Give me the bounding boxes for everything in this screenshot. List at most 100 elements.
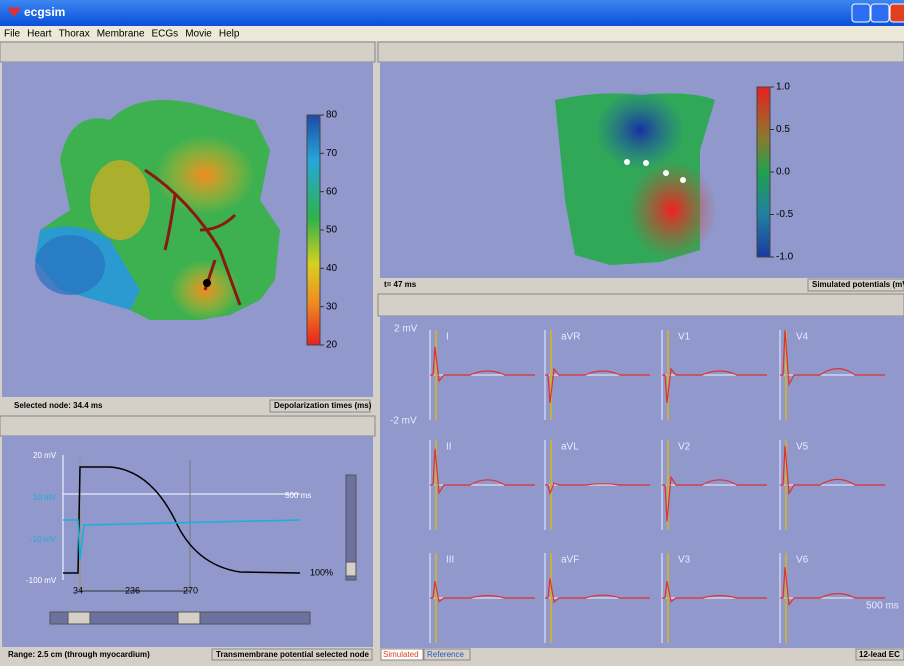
status-field [269,399,371,413]
colorbar [306,114,321,346]
menu-background [0,26,904,41]
lead-label: aVR [561,332,580,343]
lead-label: V3 [678,555,691,566]
menu-item[interactable]: Heart [27,29,52,40]
heart-region [155,135,255,215]
maximize-button[interactable] [870,3,890,23]
status-text: Range: 2.5 cm (through myocardium) [8,650,150,659]
lead-label: II [446,442,452,453]
window-title: ecgsim [24,5,65,19]
scale-label: -2 mV [390,416,417,427]
status-text: t= 47 ms [384,280,417,289]
tab-label[interactable]: Reference [427,650,464,659]
ecg-trace [545,482,650,496]
negative-region [595,90,685,170]
percent-label: 100% [310,567,333,577]
status-field [211,648,373,661]
ecg-trace [662,367,767,404]
ecg-view [380,316,904,648]
minimize-button[interactable] [851,3,871,23]
ecg-trace [430,581,535,603]
marker-label: 236 [125,585,140,595]
status-bar [380,648,904,661]
scale-label: 2 mV [394,324,418,335]
status-bar [2,398,373,414]
colorbar-label: 50 [326,225,338,236]
lead-label: aVF [561,555,579,566]
electrode [680,177,686,183]
heart-region [35,235,105,295]
menu-item[interactable]: ECGs [152,29,179,40]
potential-curve [63,466,301,574]
colorbar [756,86,771,258]
ecg-trace [780,567,885,607]
positive-region [627,160,717,260]
lead-label: V2 [678,442,691,453]
colorbar-label: 30 [326,301,338,312]
lead-label: aVL [561,442,579,453]
slider-thumb[interactable] [67,611,91,625]
menu-item[interactable]: Thorax [59,29,90,40]
colorbar-label: -0.5 [776,209,794,220]
menu-item[interactable]: File [4,29,21,40]
lead-label: I [446,332,449,343]
status-text: Depolarization times (ms) [274,401,372,410]
ecg-trace [662,475,767,522]
colorbar-label: 0.0 [776,167,790,178]
lead-label: V4 [796,332,809,343]
marker-label: 270 [183,585,198,595]
heart-region [90,160,150,240]
axis-label: -10 mV [30,535,56,544]
status-text: Transmembrane potential selected node [216,650,369,659]
torso-toolbar [377,41,904,63]
axis-label: 10 mV [33,493,57,502]
menu-bar: File Heart Thorax Membrane ECGs Movie Help [0,26,904,41]
lead-label: III [446,555,454,566]
lead-label: V1 [678,332,691,343]
colorbar-label: 20 [326,340,338,351]
potential-toolbar [0,415,376,437]
ecg-trace [430,346,535,383]
menu-item[interactable]: Membrane [97,29,145,40]
axis-label: 500 ms [285,491,311,500]
colorbar-label: 1.0 [776,82,790,93]
lead-label: V5 [796,442,809,453]
ecg-trace [545,578,650,604]
lead-label: V6 [796,555,809,566]
menu-item[interactable]: Movie [185,29,212,40]
axis-label: 20 mV [33,451,57,460]
ecg-trace [662,581,767,603]
tab-label[interactable]: Simulated [383,650,419,659]
status-field [855,648,904,661]
status-text: Simulated potentials (mV [812,280,904,289]
status-bar [2,648,373,661]
status-text: 12-lead EC [859,650,900,659]
tab[interactable] [380,648,424,661]
time-label: 500 ms [866,601,899,612]
ecg-trace [780,445,885,496]
ecg-trace [430,448,535,495]
colorbar-label: 60 [326,186,338,197]
status-text: Selected node: 34.4 ms [14,401,103,410]
menu-item[interactable]: Help [219,29,240,40]
app-icon [8,7,20,17]
derivative-curve [63,519,301,561]
close-button[interactable] [889,3,904,23]
electrode [624,159,630,165]
electrode [643,160,649,166]
ecg-trace [780,330,885,387]
tab[interactable] [423,648,471,661]
axis-label: -100 mV [26,576,57,585]
coronary-artery [144,168,242,306]
marker-label: 34 [73,585,83,595]
status-bar [380,278,904,292]
selected-node [203,279,211,287]
slider-thumb[interactable] [345,561,357,577]
vertical-slider[interactable] [345,474,357,581]
ecg-toolbar [377,293,904,317]
status-field [807,278,904,292]
electrode [663,170,669,176]
colorbar-label: 40 [326,263,338,274]
slider-thumb[interactable] [177,611,201,625]
